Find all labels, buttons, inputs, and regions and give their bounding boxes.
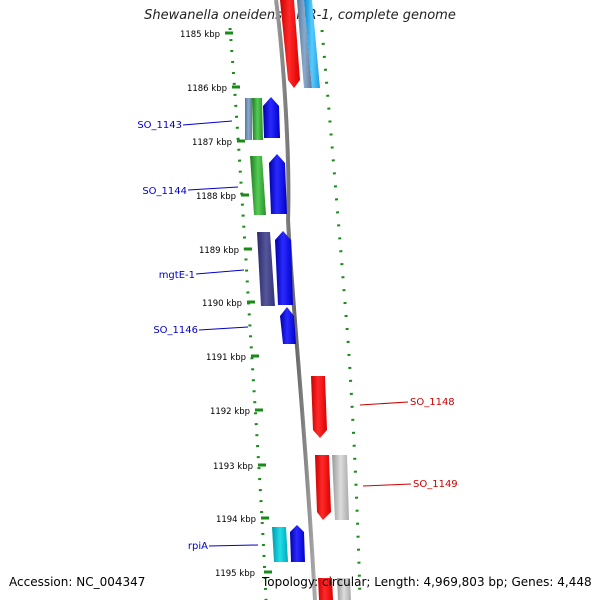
gene-label-mgte1: mgtE-1	[159, 270, 195, 281]
gene-features-top[interactable]	[280, 0, 320, 88]
label-connectors	[182, 120, 412, 547]
gene-so1148[interactable]	[311, 376, 327, 438]
gene-mgte1[interactable]	[257, 231, 293, 306]
gene-steel-top	[297, 0, 312, 88]
tick-label: 1187 kbp	[192, 138, 232, 148]
gene-sky-top	[304, 0, 320, 88]
connector-so1148	[359, 401, 409, 406]
gene-labels: SO_1143 SO_1144 mgtE-1 SO_1146 SO_1148 S…	[137, 120, 457, 552]
gene-rpia[interactable]	[272, 525, 305, 562]
inner-dotted-ring	[228, 27, 268, 600]
connector-so1144	[187, 186, 239, 191]
tick-label: 1189 kbp	[199, 246, 239, 256]
connector-so1143	[182, 120, 233, 126]
tick-label: 1191 kbp	[206, 353, 246, 363]
gene-so1144[interactable]	[250, 154, 287, 215]
tick-label: 1195 kbp	[215, 569, 255, 579]
gene-so1149[interactable]	[315, 455, 349, 520]
connector-so1149	[362, 483, 412, 487]
tick-label: 1193 kbp	[213, 462, 253, 472]
gene-label-so1144: SO_1144	[142, 186, 187, 197]
gene-label-rpia: rpiA	[188, 541, 208, 552]
tick-marks	[225, 31, 272, 574]
gene-so1146[interactable]	[280, 307, 296, 344]
tick-label: 1188 kbp	[196, 192, 236, 202]
topology-summary: Topology: circular; Length: 4,969,803 bp…	[262, 575, 592, 589]
gene-so1143[interactable]	[245, 97, 280, 140]
tick-label: 1185 kbp	[180, 30, 220, 40]
tick-label: 1194 kbp	[216, 515, 256, 525]
tick-label: 1190 kbp	[202, 299, 242, 309]
gene-label-so1143: SO_1143	[137, 120, 182, 131]
connector-so1146	[198, 326, 249, 331]
accession-text: Accession: NC_004347	[9, 575, 146, 589]
gene-red-top	[280, 0, 300, 88]
tick-labels: 1185 kbp 1186 kbp 1187 kbp 1188 kbp 1189…	[180, 30, 256, 579]
gene-features-bottom[interactable]	[318, 578, 351, 600]
tick-label: 1192 kbp	[210, 407, 250, 417]
gene-label-so1148: SO_1148	[410, 397, 455, 408]
gene-label-so1149: SO_1149	[413, 479, 458, 490]
connector-rpia	[208, 544, 259, 547]
gene-label-so1146: SO_1146	[153, 325, 198, 336]
connector-mgte1	[195, 269, 245, 275]
tick-label: 1186 kbp	[187, 84, 227, 94]
